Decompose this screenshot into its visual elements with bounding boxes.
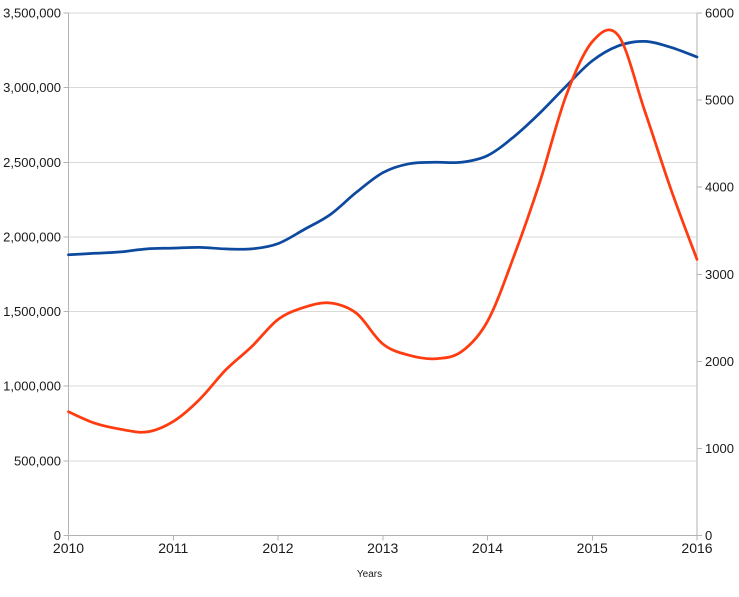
right-axis-tick-label: 0 xyxy=(705,528,712,543)
x-axis-tick-label: 2011 xyxy=(158,540,188,556)
x-axis-title: Years xyxy=(356,569,383,580)
right-axis-tick-label: 3000 xyxy=(705,267,734,282)
right-axis-tick-label: 2000 xyxy=(705,354,734,369)
left-axis-tick-label: 2,500,000 xyxy=(3,155,61,170)
left-axis-tick-label: 2,000,000 xyxy=(3,229,61,244)
x-axis-tick-label: 2015 xyxy=(577,540,608,556)
right-axis-tick-label: 4000 xyxy=(705,180,734,195)
right-axis-tick-label: 6000 xyxy=(705,6,734,21)
left-axis-tick-label: 1,000,000 xyxy=(3,379,61,394)
red-series-line xyxy=(67,28,699,434)
x-axis-tick-label: 2014 xyxy=(472,540,503,556)
x-axis-tick-label: 2012 xyxy=(262,540,293,556)
left-axis-tick-label: 500,000 xyxy=(14,453,61,468)
left-axis-tick-label: 3,000,000 xyxy=(3,80,61,95)
left-axis-tick-label: 3,500,000 xyxy=(3,6,61,21)
right-axis-tick-label: 1000 xyxy=(705,441,734,456)
x-axis-tick-label: 2013 xyxy=(367,540,398,556)
x-axis-tick-label: 2016 xyxy=(681,540,712,556)
left-axis-tick-label: 1,500,000 xyxy=(3,304,61,319)
blue-series-line xyxy=(67,39,699,257)
left-axis-tick-label: 0 xyxy=(54,528,61,543)
x-axis-tick-label: 2010 xyxy=(53,540,84,556)
right-axis-tick-label: 5000 xyxy=(705,93,734,108)
